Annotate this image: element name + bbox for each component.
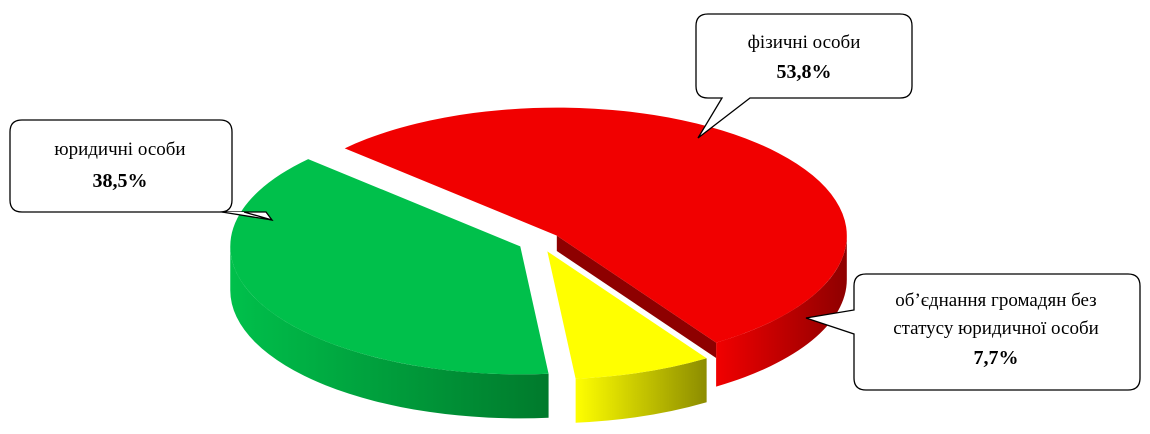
callout-pointer <box>221 211 273 221</box>
slice-label: фізичні особи <box>748 32 861 53</box>
pie-slice-side <box>716 235 847 387</box>
callout-fizychni: фізичні особи 53,8% <box>695 13 913 139</box>
slice-value-label: 7,7% <box>974 347 1019 369</box>
pie-slice <box>344 107 847 343</box>
callout-yurydychni: юридичні особи 38,5% <box>9 119 274 222</box>
pie-slice-side <box>575 358 707 423</box>
callout-box <box>805 273 1141 391</box>
slice-label-line-2: статусу юридичної особи <box>893 318 1099 339</box>
callout-box <box>9 119 274 222</box>
callout-obyednannia: об’єднання громадян без статусу юридично… <box>805 273 1141 391</box>
callout-box <box>695 13 913 139</box>
slice-label-line-1: об’єднання громадян без <box>895 290 1096 311</box>
slice-value-label: 38,5% <box>93 170 148 192</box>
pie-slice-edge <box>556 235 717 358</box>
pie-slice-side <box>230 246 549 419</box>
pie-slice <box>230 159 549 375</box>
pie-slice <box>547 251 707 379</box>
slice-value-label: 53,8% <box>777 61 832 83</box>
slice-label: юридичні особи <box>54 139 185 160</box>
pie-layer <box>230 107 847 423</box>
